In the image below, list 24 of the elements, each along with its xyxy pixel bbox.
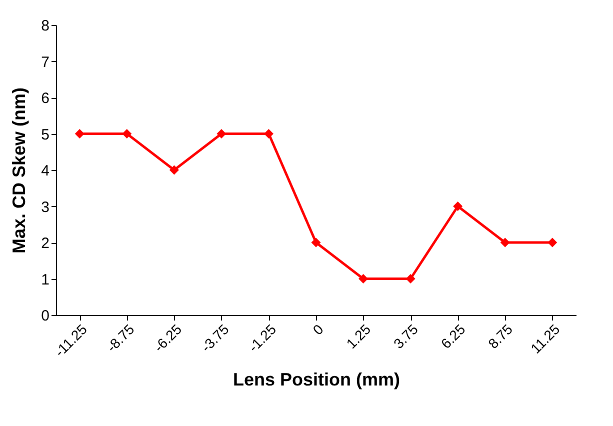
y-tick-label: 5: [41, 126, 50, 144]
y-tick-label: 3: [41, 198, 50, 216]
x-axis-title: Lens Position (mm): [232, 370, 400, 390]
y-tick-label: 1: [41, 271, 50, 288]
point: [311, 238, 321, 248]
point: [358, 274, 368, 284]
y-axis-title: Max. CD Skew (nm): [9, 87, 30, 254]
point: [216, 129, 226, 138]
point: [122, 129, 132, 138]
x-tick-label: 6.25: [438, 320, 468, 352]
y-tick-label: 2: [41, 235, 50, 252]
y-tick-label: 6: [41, 90, 50, 107]
y-tick-label: 4: [41, 162, 50, 180]
y-tick-label: 8: [41, 18, 50, 34]
point: [406, 274, 416, 284]
point: [548, 238, 558, 248]
point: [500, 238, 510, 248]
x-tick-label: 0: [310, 320, 327, 338]
y-tick-label: 0: [41, 308, 50, 324]
point: [169, 165, 179, 175]
point: [453, 202, 463, 211]
point: [264, 129, 274, 138]
point: [74, 129, 84, 138]
y-tick-label: 7: [41, 54, 50, 71]
